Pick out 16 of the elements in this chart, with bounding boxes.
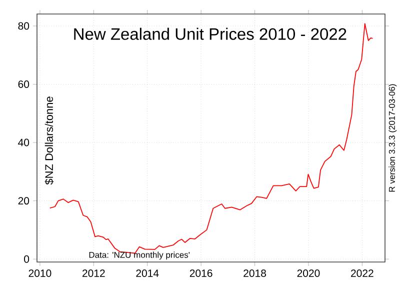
y-tick-label: 20: [18, 197, 30, 205]
y-tick-label: 0: [24, 255, 30, 263]
x-tick-label: 2016: [190, 270, 212, 277]
text: New Zealand Unit Prices 2010 - 2022: [74, 28, 346, 40]
annotation: Data: 'NZU monthly prices': [89, 252, 190, 260]
y-tick-label: 80: [18, 22, 30, 30]
y-tick-label: 40: [18, 138, 30, 146]
text: R version 3.3.3 (2017-03-06): [388, 84, 397, 192]
x-tick-label: 2022: [351, 270, 374, 277]
x-tick-label: 2018: [244, 270, 266, 277]
x-tick-label: 2010: [28, 270, 52, 277]
x-tick-label: 2012: [82, 270, 105, 277]
y-axis-title: $NZ Dollars/tonne: [44, 96, 54, 185]
x-tick-label: 2014: [136, 270, 159, 277]
y-tick-label: 60: [18, 80, 30, 88]
x-tick-label: 2020: [297, 270, 320, 277]
